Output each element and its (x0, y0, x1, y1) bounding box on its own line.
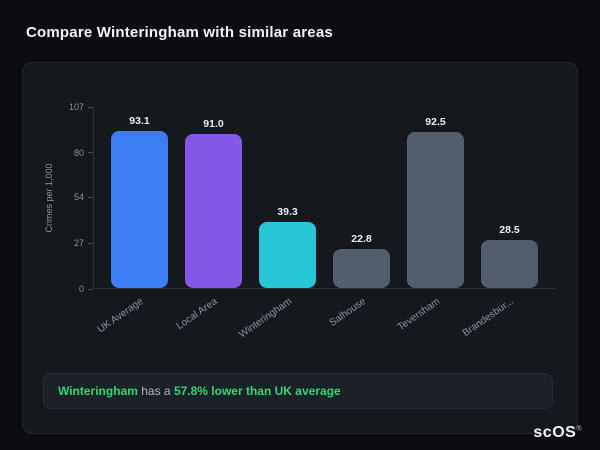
y-tick-mark (88, 288, 93, 290)
bar[interactable] (259, 221, 316, 288)
registered-trademark-icon: ® (576, 425, 582, 433)
bar-column: 92.5 Teversham (395, 107, 464, 333)
bar[interactable] (185, 134, 242, 288)
y-tick-label: 80 (73, 147, 84, 158)
bar-column: 91.0 Local Area (175, 107, 242, 332)
note-middle-text: has a (137, 384, 174, 398)
note-area-name: Winteringham (58, 384, 138, 398)
y-tick-mark (88, 196, 93, 198)
bar-chart: Crimes per 1,000 107 80 54 27 0 93.1 UK Avera… (41, 102, 555, 340)
bar[interactable] (407, 131, 464, 288)
y-tick: 107 (69, 102, 93, 112)
chart-card: Crimes per 1,000 107 80 54 27 0 93.1 UK Avera… (22, 62, 578, 434)
y-tick-label: 107 (68, 102, 84, 112)
bar[interactable] (333, 249, 390, 288)
y-tick: 0 (79, 284, 93, 294)
page-title: Compare Winteringham with similar areas (26, 24, 333, 41)
plot-area: 93.1 UK Average 91.0 Local Area 39.3 Winterin… (93, 107, 555, 340)
bar-value-label: 91.0 (203, 118, 224, 131)
y-tick-label: 0 (78, 284, 84, 294)
y-tick-mark (88, 242, 93, 244)
bar-value-label: 39.3 (277, 205, 298, 218)
y-axis-title: Crimes per 1,000 (44, 163, 54, 233)
bar-value-label: 22.8 (351, 233, 372, 246)
bar[interactable] (481, 239, 538, 288)
note-highlight-text: 57.8% lower than UK average (173, 384, 341, 398)
y-axis-ticks: 107 80 54 27 0 (57, 102, 93, 294)
bar-value-label: 93.1 (129, 114, 150, 127)
y-tick: 27 (74, 238, 93, 248)
y-tick-mark (88, 152, 93, 154)
scos-logo: scOS® (533, 424, 582, 442)
comparison-note: Winteringham has a 57.8% lower than UK a… (43, 373, 553, 409)
bar-column: 39.3 Winteringham (237, 107, 316, 340)
y-tick: 54 (74, 192, 93, 202)
bar-value-label: 28.5 (499, 223, 520, 236)
y-tick-label: 27 (73, 238, 84, 249)
bar-value-label: 92.5 (425, 115, 446, 128)
y-tick: 80 (74, 148, 93, 158)
y-axis: Crimes per 1,000 (41, 107, 57, 289)
bar[interactable] (111, 130, 168, 288)
bar-column: 22.8 Salhouse (327, 107, 390, 329)
y-tick-label: 54 (73, 192, 84, 203)
bar-column: 28.5 Brandesbur... (461, 107, 538, 339)
scos-logo-text: scOS (533, 424, 577, 441)
y-tick-mark (88, 106, 93, 108)
bar-column: 93.1 UK Average (96, 107, 168, 336)
